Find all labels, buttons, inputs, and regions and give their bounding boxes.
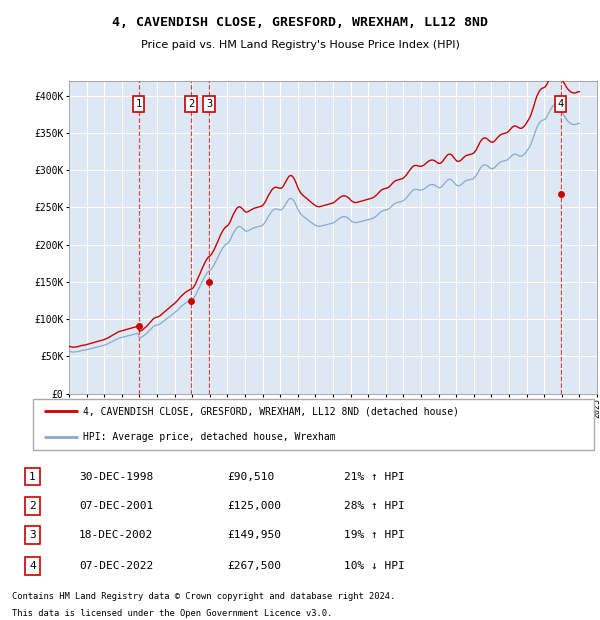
- Text: 2: 2: [29, 501, 36, 511]
- Text: 1: 1: [136, 99, 142, 109]
- Text: 4, CAVENDISH CLOSE, GRESFORD, WREXHAM, LL12 8ND: 4, CAVENDISH CLOSE, GRESFORD, WREXHAM, L…: [112, 16, 488, 29]
- Text: 2: 2: [188, 99, 194, 109]
- Text: 4, CAVENDISH CLOSE, GRESFORD, WREXHAM, LL12 8ND (detached house): 4, CAVENDISH CLOSE, GRESFORD, WREXHAM, L…: [83, 406, 460, 417]
- Text: £125,000: £125,000: [227, 501, 281, 511]
- Text: 10% ↓ HPI: 10% ↓ HPI: [344, 561, 404, 571]
- Text: HPI: Average price, detached house, Wrexham: HPI: Average price, detached house, Wrex…: [83, 432, 336, 442]
- Text: 3: 3: [29, 530, 36, 540]
- Text: 18-DEC-2002: 18-DEC-2002: [79, 530, 153, 540]
- Text: Price paid vs. HM Land Registry's House Price Index (HPI): Price paid vs. HM Land Registry's House …: [140, 40, 460, 50]
- Text: £267,500: £267,500: [227, 561, 281, 571]
- FancyBboxPatch shape: [33, 399, 594, 450]
- Text: 3: 3: [206, 99, 212, 109]
- Text: £149,950: £149,950: [227, 530, 281, 540]
- Text: 4: 4: [29, 561, 36, 571]
- Text: £90,510: £90,510: [227, 472, 275, 482]
- Text: 4: 4: [557, 99, 563, 109]
- Text: 07-DEC-2022: 07-DEC-2022: [79, 561, 153, 571]
- Text: 07-DEC-2001: 07-DEC-2001: [79, 501, 153, 511]
- Text: 28% ↑ HPI: 28% ↑ HPI: [344, 501, 404, 511]
- Text: 21% ↑ HPI: 21% ↑ HPI: [344, 472, 404, 482]
- Text: Contains HM Land Registry data © Crown copyright and database right 2024.: Contains HM Land Registry data © Crown c…: [12, 593, 395, 601]
- Text: This data is licensed under the Open Government Licence v3.0.: This data is licensed under the Open Gov…: [12, 609, 332, 619]
- Text: 30-DEC-1998: 30-DEC-1998: [79, 472, 153, 482]
- Text: 1: 1: [29, 472, 36, 482]
- Text: 19% ↑ HPI: 19% ↑ HPI: [344, 530, 404, 540]
